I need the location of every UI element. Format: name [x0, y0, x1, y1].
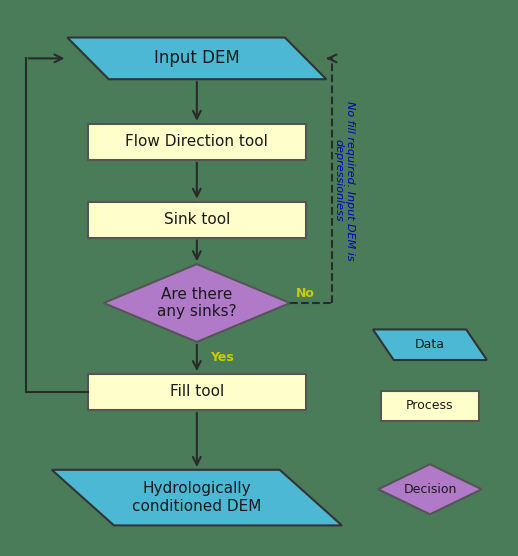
Text: Data: Data [415, 338, 445, 351]
Text: Decision: Decision [403, 483, 457, 496]
Polygon shape [378, 464, 482, 514]
Text: Input DEM: Input DEM [154, 49, 240, 67]
Polygon shape [52, 470, 342, 525]
Bar [88, 374, 306, 410]
Text: No: No [296, 286, 315, 300]
Text: Process: Process [406, 399, 454, 413]
Text: Fill tool: Fill tool [170, 385, 224, 399]
Text: Sink tool: Sink tool [164, 212, 230, 227]
Bar [88, 123, 306, 160]
Text: Are there
any sinks?: Are there any sinks? [157, 287, 237, 319]
Text: Yes: Yes [210, 351, 234, 364]
Text: Flow Direction tool: Flow Direction tool [125, 135, 268, 149]
Text: Hydrologically
conditioned DEM: Hydrologically conditioned DEM [132, 481, 262, 514]
Bar [88, 201, 306, 238]
Bar [381, 390, 479, 421]
Polygon shape [104, 264, 290, 342]
Text: No fill required. Input DEM is
depressionless: No fill required. Input DEM is depressio… [334, 101, 355, 261]
Polygon shape [373, 329, 487, 360]
Polygon shape [67, 37, 326, 79]
